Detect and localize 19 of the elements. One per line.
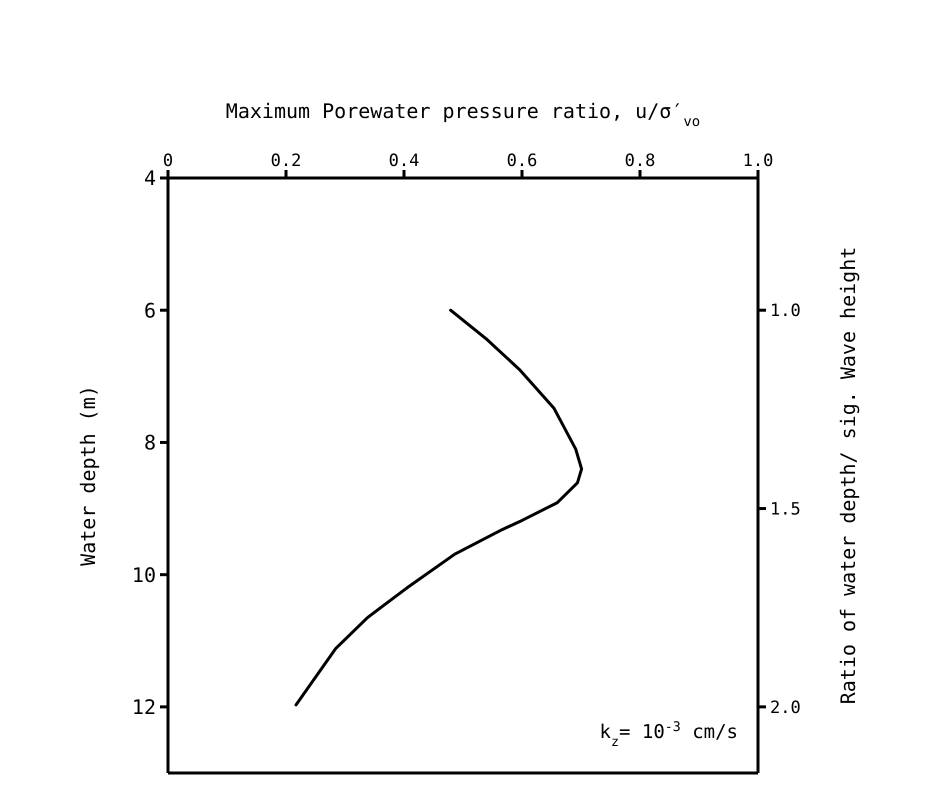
y-tick-label: 4 xyxy=(144,166,156,190)
y-tick-label: 12 xyxy=(132,694,156,719)
y2-axis-title: Ratio of water depth/ sig. Wave height xyxy=(836,246,860,704)
annotation: k$_{z}$= 10$^{-3}$ cm/s xyxy=(600,720,738,750)
y-tick-label: 6 xyxy=(144,298,156,322)
y2-tick-label: 1.0 xyxy=(770,301,801,322)
x-tick-label: 0.2 xyxy=(270,151,302,171)
y-tick-label: 8 xyxy=(144,430,156,455)
y-tick-label: 10 xyxy=(132,562,156,587)
x-tick-label: 0.8 xyxy=(624,151,656,171)
line-series xyxy=(294,308,584,706)
y2-tick-label: 1.5 xyxy=(770,500,801,520)
y2-tick-label: 2.0 xyxy=(770,698,801,718)
x-tick-label: 0.6 xyxy=(506,151,538,171)
x-tick-label: 0.4 xyxy=(388,151,420,171)
y-axis-title: Water depth (m) xyxy=(76,385,100,566)
x-axis-title: Maximum Porewater pressure ratio, u/σ′$_{vo}$ xyxy=(226,99,700,130)
x-tick-label: 1.0 xyxy=(742,151,774,171)
x-tick-label: 0 xyxy=(162,151,174,171)
